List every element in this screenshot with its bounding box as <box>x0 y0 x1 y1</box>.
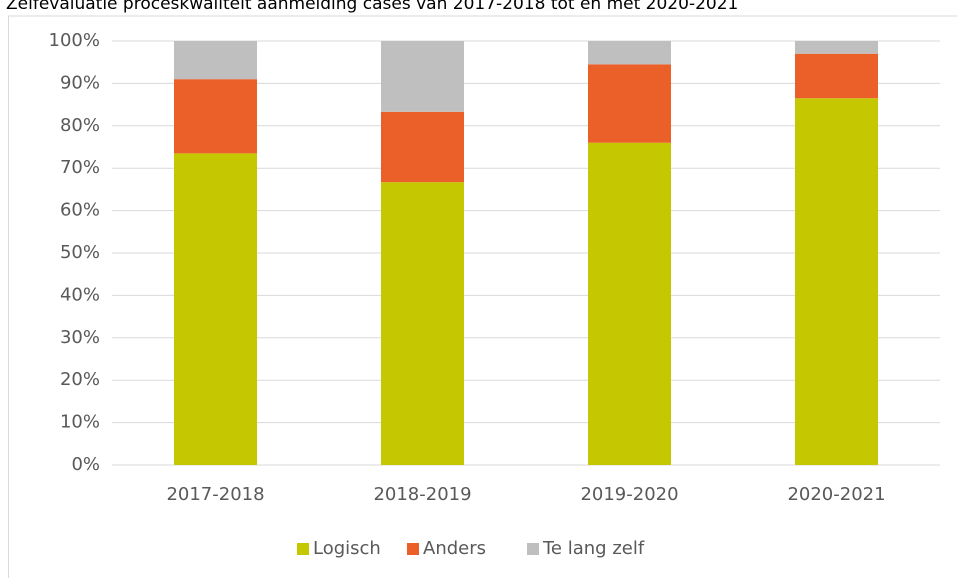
y-tick-label: 60% <box>60 200 100 221</box>
bar-segment <box>381 182 464 465</box>
legend-swatch <box>297 543 309 555</box>
legend-label: Te lang zelf <box>542 538 645 559</box>
legend-swatch <box>407 543 419 555</box>
bar-segment <box>174 79 257 154</box>
bar-segment <box>588 142 671 465</box>
chart-title: Zelfevaluatie proceskwaliteit aanmelding… <box>6 0 738 14</box>
y-tick-label: 70% <box>60 157 100 178</box>
chart-border <box>8 15 957 578</box>
bar-segment <box>381 111 464 183</box>
y-tick-label: 30% <box>60 327 100 348</box>
bar-segment <box>795 98 878 466</box>
y-tick-label: 50% <box>60 242 100 263</box>
y-tick-label: 90% <box>60 72 100 93</box>
x-tick-label: 2018-2019 <box>373 484 471 505</box>
bar-segment <box>588 41 671 65</box>
y-tick-label: 40% <box>60 284 100 305</box>
bar-segment <box>174 153 257 466</box>
legend-label: Logisch <box>313 538 381 559</box>
bar-segment <box>174 41 257 80</box>
x-tick-label: 2017-2018 <box>166 484 264 505</box>
x-tick-label: 2019-2020 <box>580 484 678 505</box>
y-tick-label: 100% <box>49 30 100 51</box>
legend-swatch <box>527 543 539 555</box>
y-tick-label: 10% <box>60 412 100 433</box>
y-tick-label: 80% <box>60 115 100 136</box>
y-tick-label: 20% <box>60 369 100 390</box>
bar-segment <box>795 41 878 54</box>
bar-segment <box>381 41 464 112</box>
bar-segment <box>795 53 878 99</box>
legend-label: Anders <box>423 538 486 559</box>
y-tick-label: 0% <box>71 454 100 475</box>
bar-segment <box>588 64 671 143</box>
x-tick-label: 2020-2021 <box>787 484 885 505</box>
